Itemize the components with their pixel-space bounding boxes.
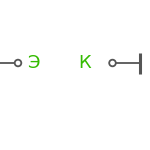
Text: К: К [78, 54, 91, 72]
Text: Э: Э [27, 54, 39, 72]
